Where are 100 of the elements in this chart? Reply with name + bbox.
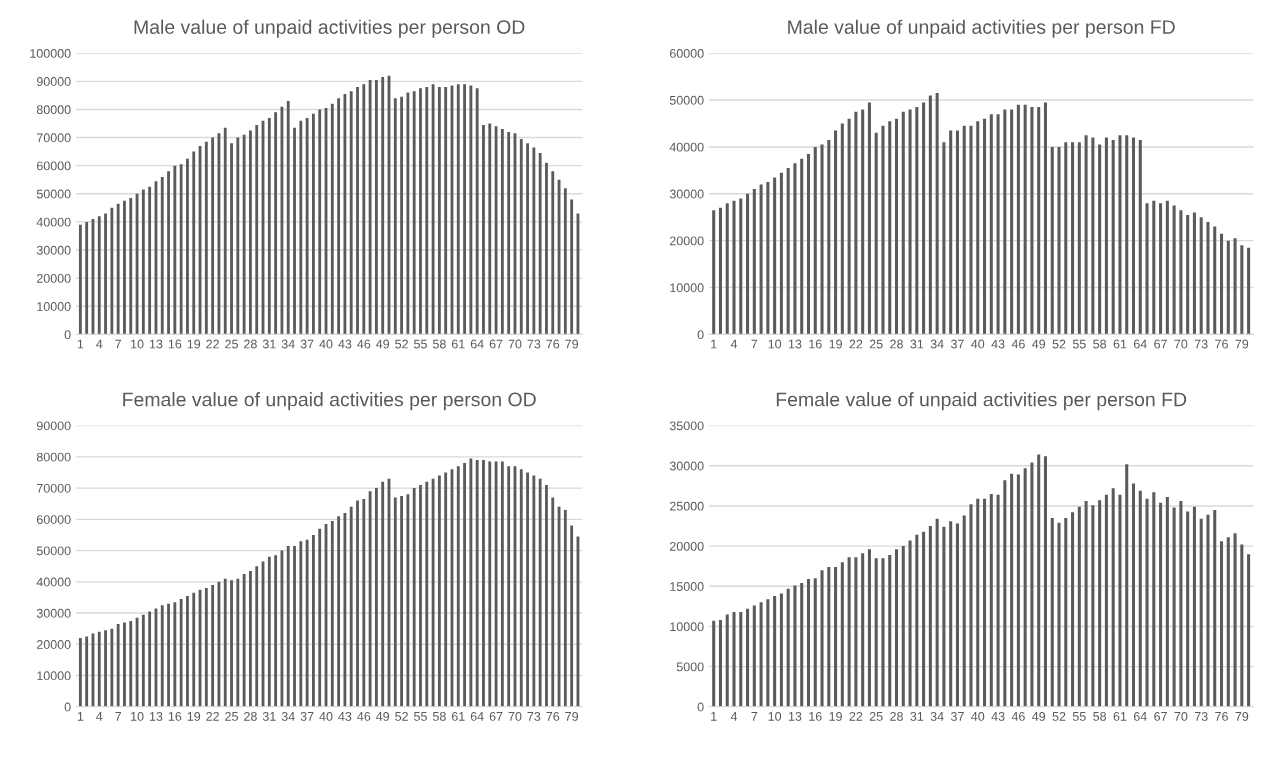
- bar: [318, 109, 322, 335]
- bar: [1077, 142, 1081, 335]
- x-tick-label: 46: [357, 711, 371, 721]
- bar: [116, 624, 120, 707]
- y-tick-label: 10000: [670, 622, 704, 632]
- bar: [123, 622, 126, 707]
- bar: [1064, 517, 1068, 707]
- bar: [393, 98, 397, 335]
- bar: [806, 153, 811, 335]
- bar: [1037, 107, 1041, 335]
- x-tick-label: 16: [168, 711, 182, 721]
- bar: [773, 595, 777, 707]
- y-tick-label: 0: [64, 702, 71, 712]
- bar: [739, 198, 743, 335]
- bar: [1159, 203, 1163, 335]
- bar: [834, 567, 838, 707]
- bar: [983, 498, 987, 707]
- x-tick-label: 64: [1133, 339, 1147, 349]
- bar: [820, 144, 824, 335]
- y-tick-label: 10000: [37, 671, 71, 681]
- bar: [551, 171, 555, 335]
- bar: [746, 193, 750, 335]
- x-tick-label: 70: [1174, 339, 1188, 349]
- bar: [935, 518, 939, 707]
- bar: [881, 125, 885, 335]
- bar: [935, 93, 939, 335]
- x-tick-label: 67: [1154, 711, 1167, 721]
- x-tick-label: 79: [565, 339, 579, 349]
- y-tick-label: 20000: [36, 640, 71, 649]
- bar: [834, 130, 838, 335]
- bar: [1145, 498, 1149, 707]
- bar: [267, 556, 271, 707]
- x-tick-label: 64: [1133, 711, 1147, 721]
- bar: [989, 114, 993, 335]
- x-tick-label: 43: [338, 339, 352, 349]
- y-tick-label: 50000: [36, 189, 71, 199]
- bar: [1165, 497, 1169, 707]
- bar: [343, 513, 347, 707]
- bar: [1165, 200, 1169, 335]
- bar: [793, 163, 797, 335]
- bar: [1145, 203, 1149, 335]
- bar: [1240, 245, 1244, 335]
- x-tick-label: 46: [357, 339, 371, 349]
- bar: [349, 91, 353, 335]
- x-tick-label: 73: [527, 711, 541, 721]
- bar: [437, 475, 441, 707]
- bar: [1125, 135, 1129, 335]
- bar: [773, 177, 777, 335]
- bar: [242, 134, 246, 335]
- bar: [1125, 464, 1129, 707]
- bar: [996, 114, 1000, 335]
- bar: [444, 472, 448, 707]
- bar: [267, 117, 271, 335]
- bar: [908, 540, 912, 707]
- bar: [173, 165, 177, 335]
- x-tick-label: 31: [262, 339, 276, 349]
- bar: [827, 567, 831, 707]
- chart-title: Female value of unpaid activities per person OD: [123, 392, 536, 411]
- y-tick-label: 80000: [36, 452, 71, 462]
- bar: [1030, 462, 1034, 707]
- bar: [469, 85, 473, 335]
- x-tick-label: 37: [300, 339, 314, 349]
- bar: [532, 475, 536, 707]
- bar: [1172, 205, 1176, 335]
- x-tick-label: 31: [910, 339, 924, 349]
- bar: [393, 497, 397, 707]
- bar: [400, 96, 404, 335]
- bar: [969, 125, 973, 335]
- x-tick-label: 1: [711, 712, 717, 721]
- bar: [766, 182, 770, 335]
- y-tick-label: 40000: [36, 217, 71, 227]
- bar: [786, 168, 790, 335]
- bar: [732, 612, 736, 707]
- bar: [148, 611, 152, 707]
- bar: [955, 523, 959, 707]
- bar: [186, 595, 189, 707]
- bar: [779, 172, 783, 335]
- bar: [167, 603, 170, 707]
- bar: [551, 497, 555, 707]
- x-tick-label: 34: [930, 711, 944, 721]
- bar: [330, 520, 334, 707]
- x-tick-label: 1: [77, 712, 84, 721]
- bar: [406, 494, 410, 707]
- bar: [78, 224, 82, 335]
- bar: [330, 103, 334, 335]
- bar: [337, 98, 341, 335]
- bar: [1138, 490, 1142, 707]
- x-tick-label: 13: [149, 711, 163, 721]
- bar: [186, 158, 189, 335]
- x-tick-label: 43: [991, 339, 1005, 349]
- bar: [570, 199, 574, 335]
- chart-title: Male value of unpaid activities per person OD: [134, 19, 525, 38]
- x-tick-label: 76: [1215, 711, 1228, 721]
- bar: [305, 117, 309, 335]
- y-tick-label: 20000: [669, 541, 704, 551]
- x-tick-label: 61: [451, 711, 465, 721]
- bar: [881, 558, 885, 707]
- x-tick-label: 49: [376, 711, 390, 721]
- x-tick-label: 22: [849, 339, 863, 349]
- x-tick-label: 7: [751, 712, 758, 721]
